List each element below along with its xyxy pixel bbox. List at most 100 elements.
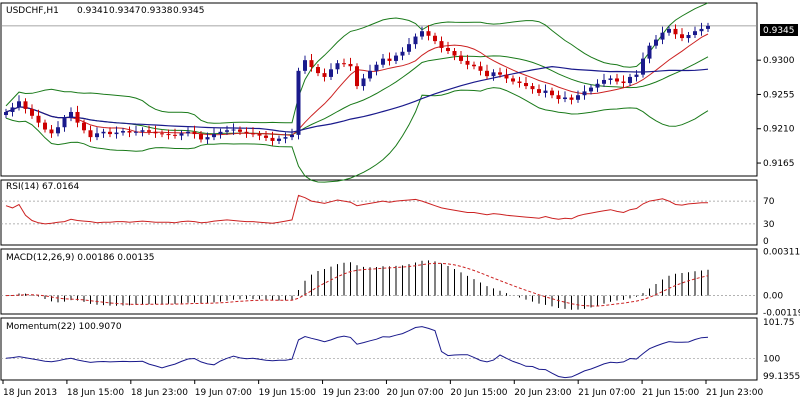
ohlc-low: 0.9338 (141, 6, 173, 16)
candle-body (439, 41, 444, 48)
candle-body (387, 58, 392, 61)
macd-tick-label: 0.00 (763, 292, 783, 302)
momentum-label: Momentum(22) 100.9070 (6, 322, 122, 332)
candle-body (238, 129, 242, 132)
rsi-label: RSI(14) 67.0164 (6, 182, 79, 192)
candle-body (179, 133, 184, 136)
candle-body (426, 31, 431, 36)
candle-body (160, 133, 164, 135)
candle-body (465, 60, 470, 65)
candle-body (699, 28, 704, 32)
candle-body (134, 131, 138, 133)
candle-body (433, 35, 437, 42)
candle-body (257, 134, 262, 136)
current-price-tag (760, 24, 798, 36)
symbol-title: USDCHF,H1 (6, 6, 59, 16)
candle-body (43, 122, 47, 130)
candle-body (452, 51, 457, 56)
candle-body (576, 95, 580, 100)
time-tick-label: 18 Jun 15:00 (67, 388, 124, 398)
candle-body (322, 73, 327, 77)
candle-body (621, 81, 626, 84)
candle-body (634, 74, 639, 77)
candle-body (10, 107, 15, 112)
ohlc-open: 0.9341 (77, 6, 109, 16)
time-tick-label: 19 Jun 23:00 (323, 388, 380, 398)
candle-body (108, 131, 112, 135)
price-tick-label: 0.9210 (763, 125, 795, 135)
candle-body (563, 97, 567, 100)
candle-body (329, 69, 333, 77)
candle-body (641, 58, 645, 75)
momentum-tick-label: 100 (763, 354, 780, 364)
current-price-label: 0.9345 (763, 26, 795, 36)
candle-body (316, 67, 320, 74)
panel-frame-main (0, 2, 758, 177)
candle-body (303, 60, 307, 71)
price-tick-label: 0.9300 (763, 56, 795, 66)
momentum-tick-label: 101.75 (763, 318, 795, 328)
candle-body (569, 97, 574, 100)
macd-panel: 0.00311 0.00 -0.00119 (1, 248, 800, 318)
candle-body (264, 135, 268, 138)
candle-body (485, 70, 489, 77)
candle-body (101, 131, 106, 134)
candle-body (348, 63, 353, 67)
time-tick-label: 21 Jun 23:00 (706, 388, 763, 398)
candle-body (420, 31, 424, 37)
time-tick-label: 20 Jun 23:00 (514, 388, 571, 398)
moving-average-slow (5, 65, 709, 133)
candle-body (140, 130, 145, 132)
panel-frame-macd (0, 248, 758, 315)
candle-body (602, 79, 606, 84)
candle-body (231, 129, 236, 131)
candle-body (173, 134, 177, 136)
candle-body (212, 134, 216, 138)
panel-frame-mom (0, 317, 758, 381)
candle-body (82, 122, 86, 131)
candle-body (127, 131, 132, 133)
candle-body (342, 63, 346, 65)
macd-tick-label: 0.00311 (763, 248, 800, 258)
candle-body (153, 131, 158, 134)
candle-body (498, 72, 502, 75)
candle-body (686, 35, 691, 39)
candle-body (394, 55, 398, 61)
momentum-panel: 101.75 100 99.1355 (1, 318, 800, 382)
candle-body (296, 70, 301, 135)
price-tick-label: 0.9165 (763, 159, 795, 169)
time-tick-label: 20 Jun 15:00 (450, 388, 507, 398)
rsi-line (5, 194, 708, 225)
candle-body (589, 87, 593, 92)
candle-body (147, 130, 151, 132)
candle-body (459, 55, 463, 61)
ohlc-high: 0.9347 (109, 6, 141, 16)
candle-body (361, 78, 366, 87)
rsi-tick-label: 0 (763, 237, 769, 247)
candle-body (49, 129, 54, 134)
candle-body (647, 45, 652, 59)
rsi-tick-label: 30 (763, 220, 775, 230)
candle-body (673, 28, 678, 35)
candle-body (504, 74, 509, 79)
candle-body (355, 66, 359, 87)
candle-body (69, 111, 73, 119)
candle-body (478, 66, 483, 71)
candle-body (517, 81, 522, 84)
price-tick-label: 0.9255 (763, 90, 795, 100)
candle-body (62, 118, 67, 128)
time-tick-label: 21 Jun 15:00 (642, 388, 699, 398)
candle-body (283, 137, 288, 139)
candle-body (413, 36, 418, 45)
time-tick-label: 18 Jun 23:00 (131, 388, 188, 398)
candle-body (582, 91, 587, 96)
time-tick-label: 21 Jun 07:00 (578, 388, 635, 398)
candle-body (693, 31, 697, 36)
time-tick-label: 18 Jun 2013 (3, 388, 57, 398)
candle-body (537, 89, 541, 93)
candle-body (608, 78, 613, 80)
candle-body (244, 131, 249, 134)
rsi-tick-label: 70 (763, 197, 775, 207)
